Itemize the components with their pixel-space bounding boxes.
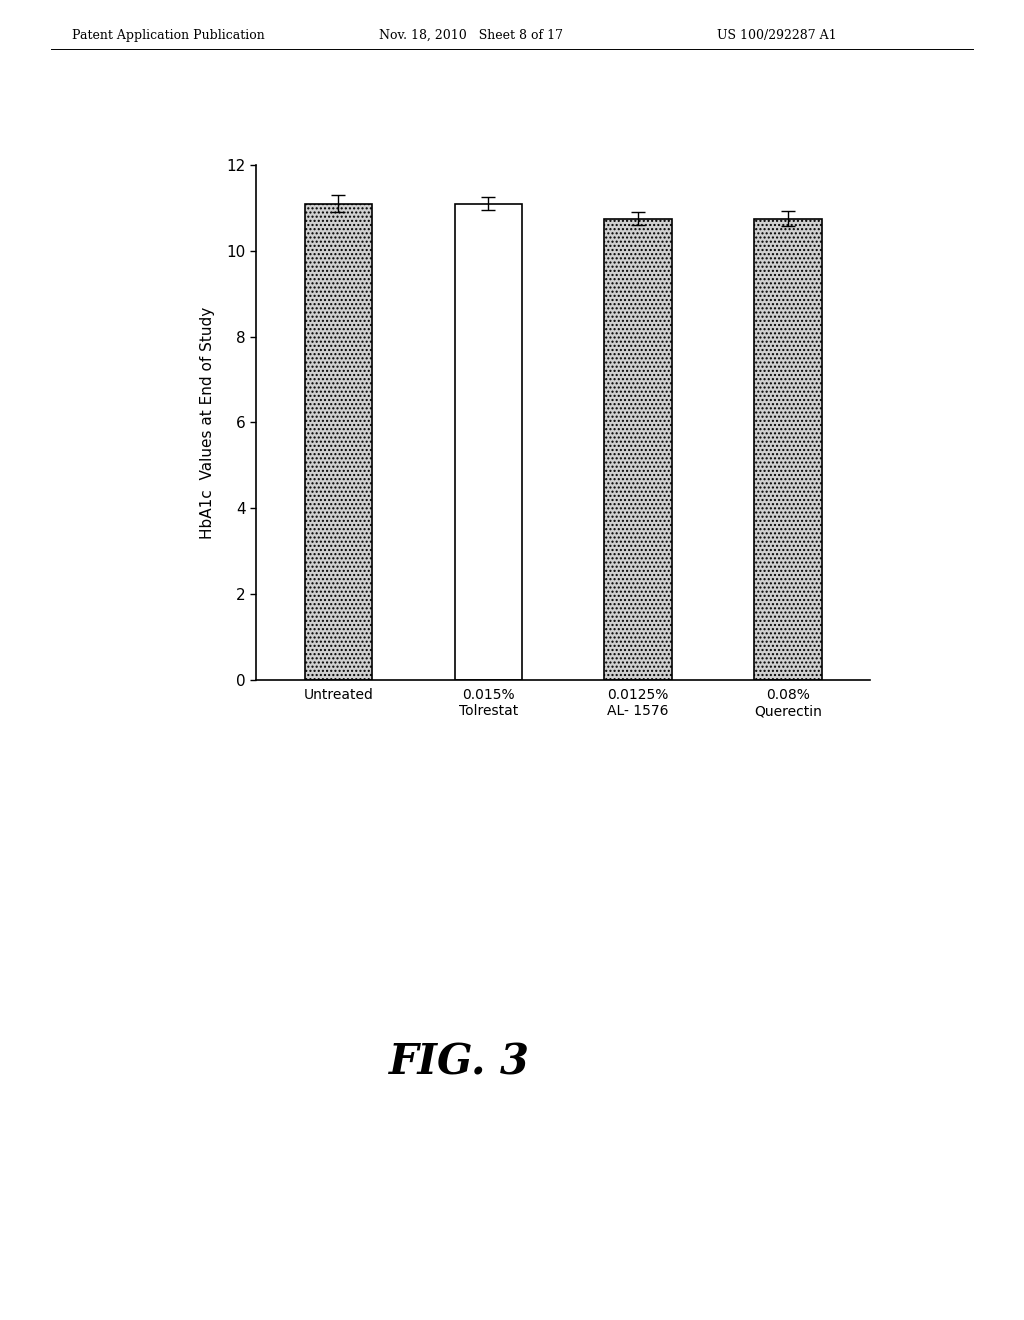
Y-axis label: HbA1c  Values at End of Study: HbA1c Values at End of Study [201,306,215,539]
Text: US 100/292287 A1: US 100/292287 A1 [717,29,837,42]
Bar [755,219,821,680]
Text: FIG. 3: FIG. 3 [389,1041,530,1084]
Bar [604,219,672,680]
Bar [305,203,372,680]
Text: Nov. 18, 2010   Sheet 8 of 17: Nov. 18, 2010 Sheet 8 of 17 [379,29,563,42]
Text: Patent Application Publication: Patent Application Publication [72,29,264,42]
Bar [455,203,522,680]
